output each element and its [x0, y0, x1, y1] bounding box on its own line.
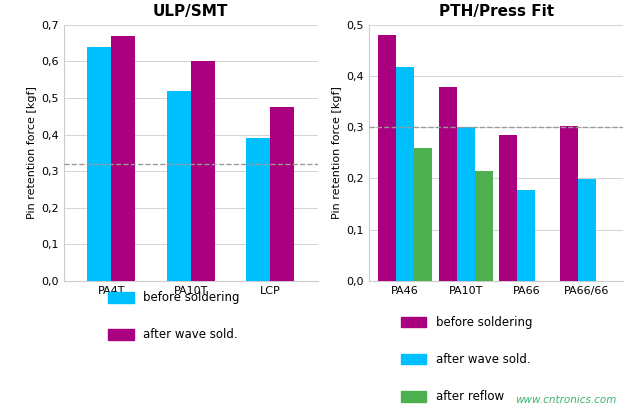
Y-axis label: Pin retention force [kgf]: Pin retention force [kgf]	[27, 86, 37, 219]
Y-axis label: Pin retention force [kgf]: Pin retention force [kgf]	[332, 86, 342, 219]
Bar	[439, 87, 457, 281]
Bar	[270, 107, 294, 281]
Text: after wave sold.: after wave sold.	[143, 328, 238, 341]
Bar	[499, 135, 517, 281]
Bar	[475, 171, 493, 281]
Bar	[378, 35, 396, 281]
Text: www.cntronics.com: www.cntronics.com	[516, 395, 617, 405]
Text: after reflow: after reflow	[436, 390, 504, 403]
Title: PTH/Press Fit: PTH/Press Fit	[438, 5, 554, 19]
Bar	[517, 190, 536, 281]
Bar	[457, 127, 475, 281]
Bar	[578, 179, 596, 281]
Bar	[88, 47, 111, 281]
Text: before soldering: before soldering	[436, 316, 532, 329]
Bar	[247, 138, 270, 281]
Bar	[414, 148, 432, 281]
Text: before soldering: before soldering	[143, 291, 240, 304]
Bar	[396, 67, 414, 281]
Bar	[191, 62, 215, 281]
Bar	[167, 90, 191, 281]
Text: after wave sold.: after wave sold.	[436, 353, 530, 366]
Title: ULP/SMT: ULP/SMT	[153, 5, 228, 19]
Bar	[111, 36, 135, 281]
Bar	[560, 126, 578, 281]
